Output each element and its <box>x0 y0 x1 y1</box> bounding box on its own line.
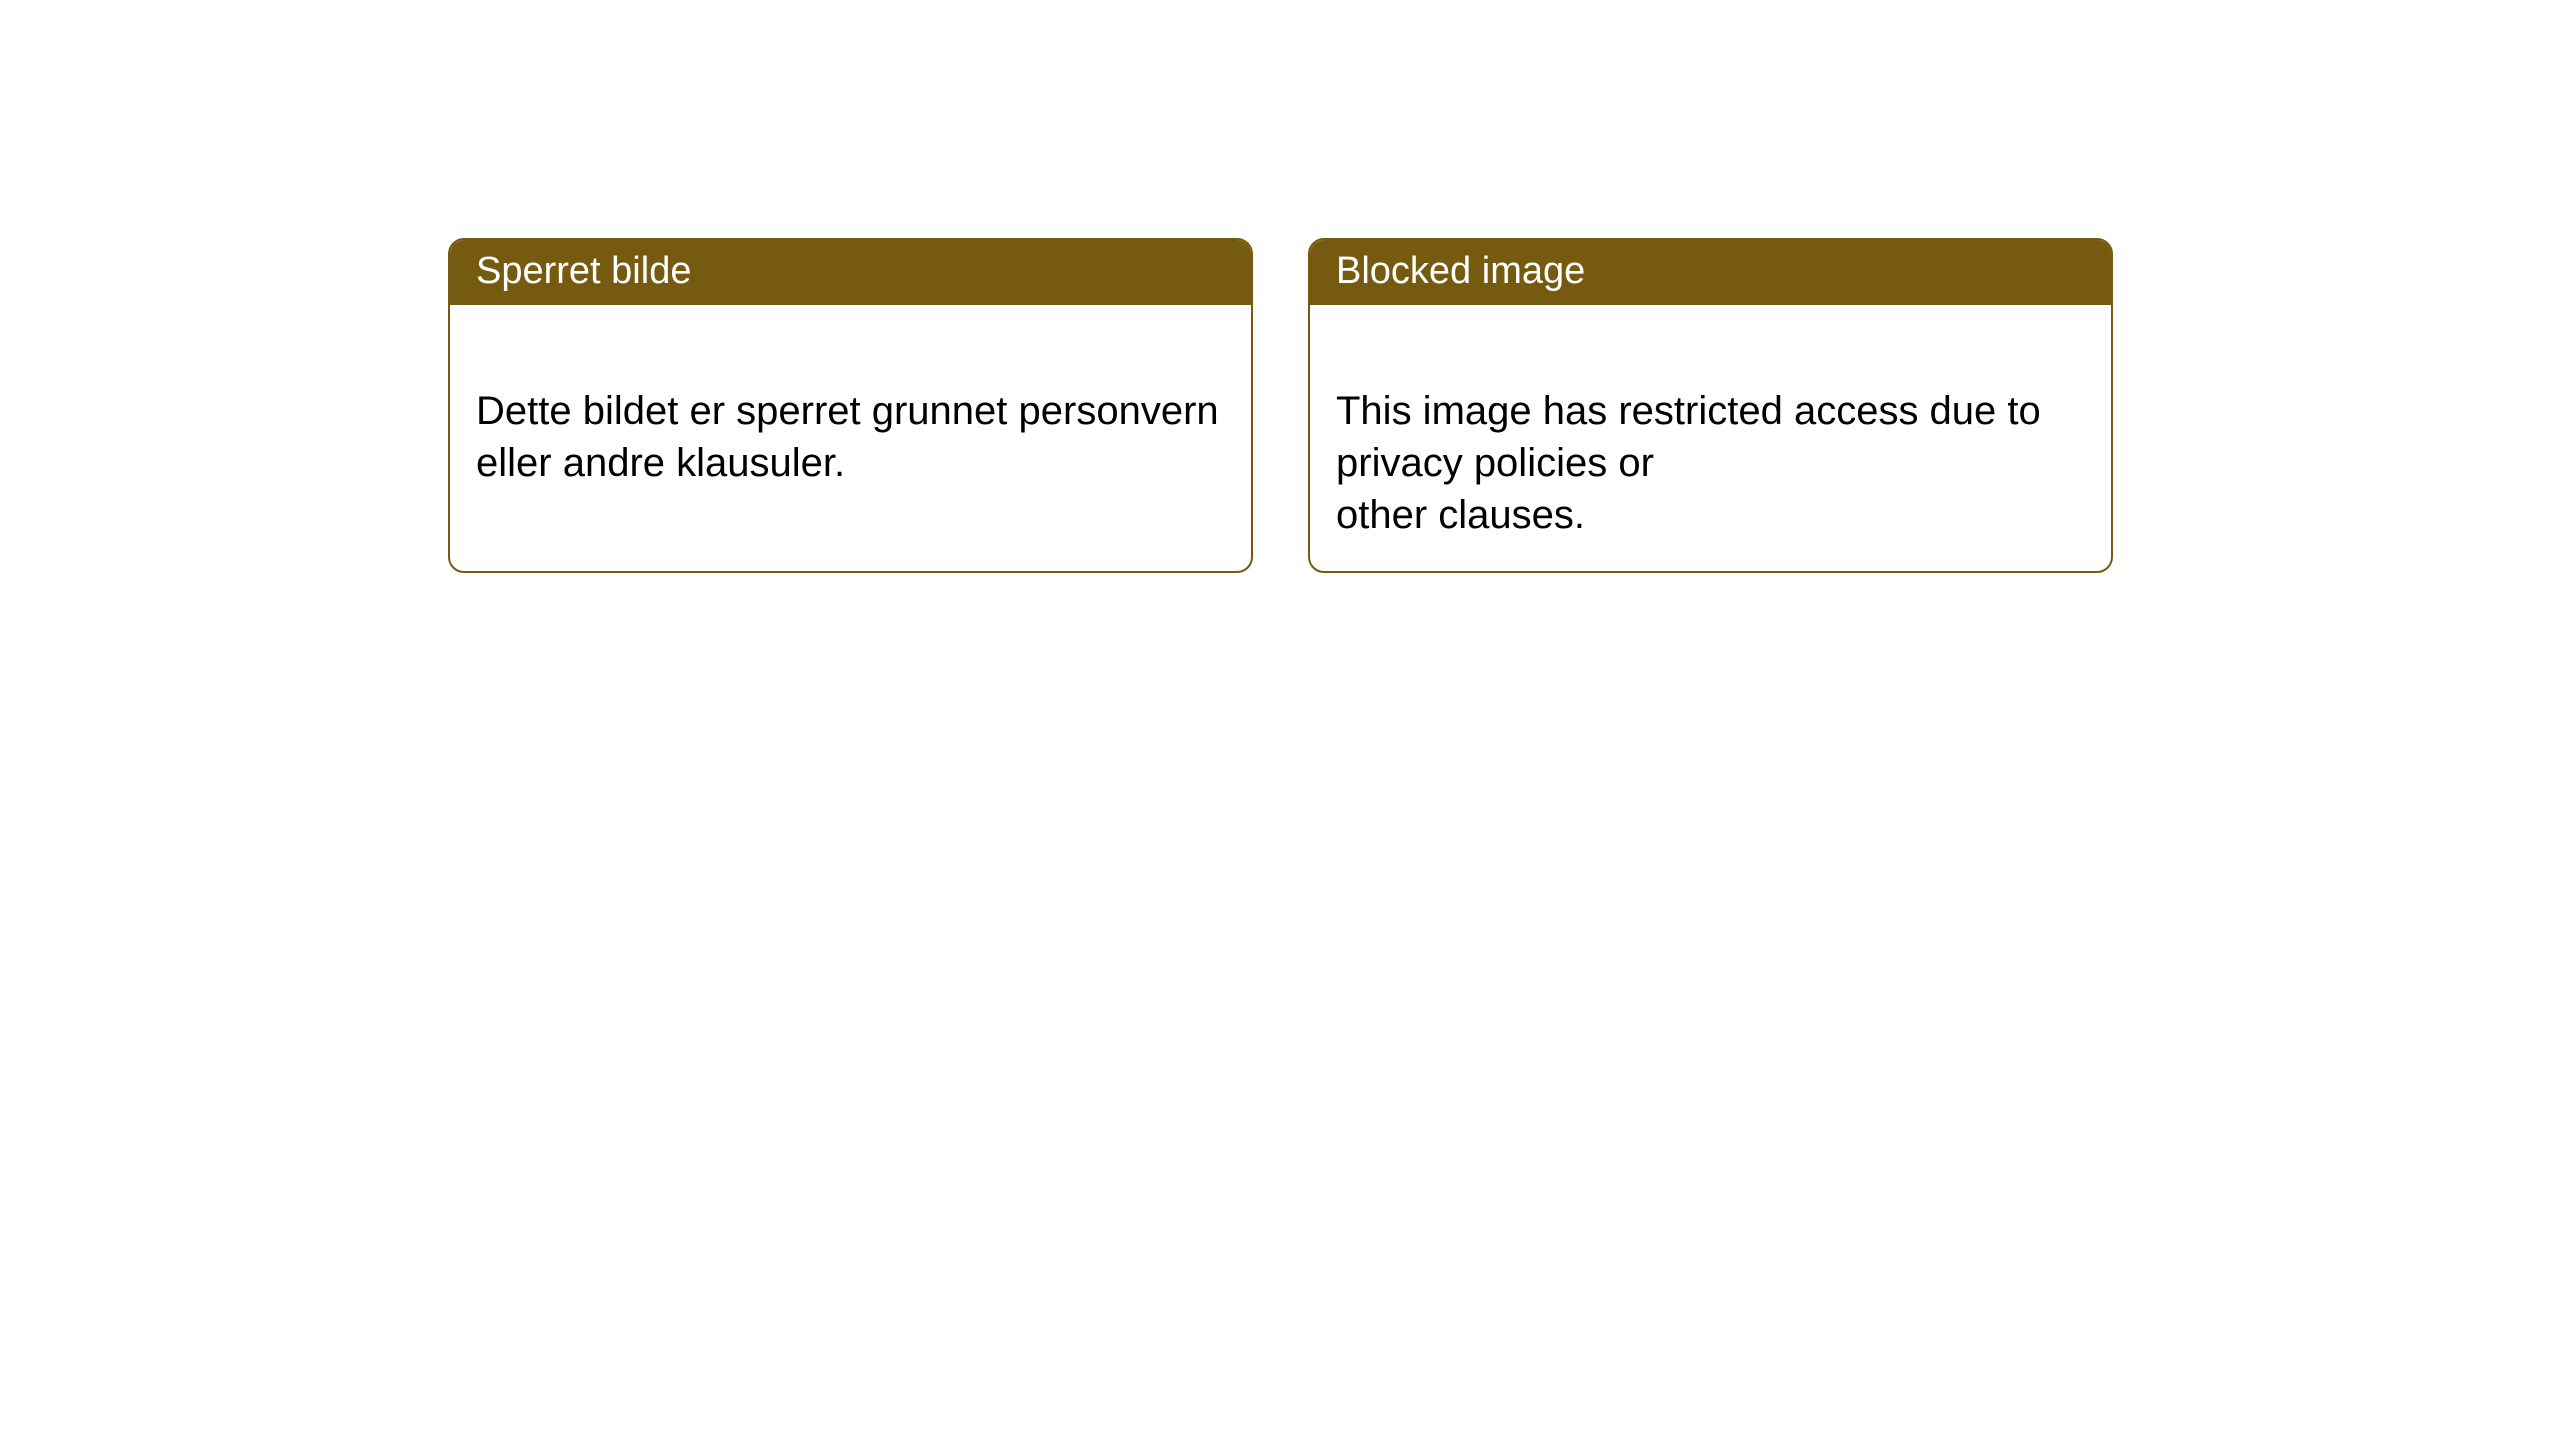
notice-card-norwegian: Sperret bilde Dette bildet er sperret gr… <box>448 238 1253 573</box>
notice-header-english: Blocked image <box>1310 240 2111 305</box>
notice-title: Sperret bilde <box>476 250 691 292</box>
notice-header-norwegian: Sperret bilde <box>450 240 1251 305</box>
notice-body-english: This image has restricted access due to … <box>1310 305 2111 571</box>
notice-body-norwegian: Dette bildet er sperret grunnet personve… <box>450 305 1251 571</box>
notice-cards-container: Sperret bilde Dette bildet er sperret gr… <box>448 238 2113 573</box>
notice-body-text: This image has restricted access due to … <box>1336 389 2041 537</box>
notice-title: Blocked image <box>1336 250 1585 292</box>
notice-body-text: Dette bildet er sperret grunnet personve… <box>476 389 1219 485</box>
notice-card-english: Blocked image This image has restricted … <box>1308 238 2113 573</box>
